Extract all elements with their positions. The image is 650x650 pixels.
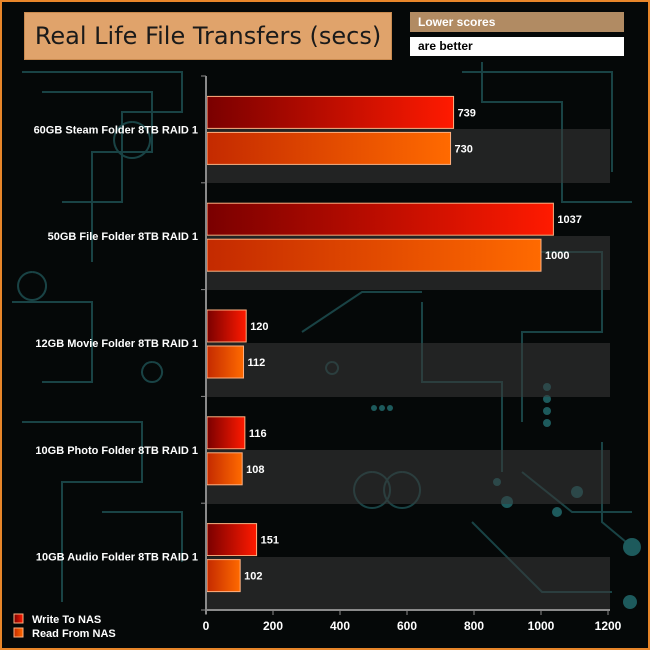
value-label-read-2: 112 xyxy=(248,357,266,369)
category-label-3: 10GB Photo Folder 8TB RAID 1 xyxy=(35,445,198,457)
bar-write-2 xyxy=(206,309,247,343)
value-label-write-3: 116 xyxy=(249,428,267,440)
bar-read-0 xyxy=(206,131,452,165)
note-are-better: are better xyxy=(410,37,624,56)
x-tick-label-4: 800 xyxy=(464,619,484,633)
value-label-read-0: 730 xyxy=(455,143,473,155)
bar-write-1 xyxy=(206,202,554,236)
category-label-2: 12GB Movie Folder 8TB RAID 1 xyxy=(35,338,198,350)
bar-read-4 xyxy=(206,559,241,593)
x-tick-label-3: 600 xyxy=(397,619,417,633)
value-label-write-0: 739 xyxy=(458,107,476,119)
x-tick-label-5: 1000 xyxy=(528,619,555,633)
note-lower-scores: Lower scores xyxy=(410,12,624,32)
value-label-write-1: 1037 xyxy=(557,214,581,226)
bar-read-1 xyxy=(206,238,542,272)
value-label-read-4: 102 xyxy=(244,571,262,583)
category-label-0: 60GB Steam Folder 8TB RAID 1 xyxy=(34,124,198,136)
legend-swatch-read xyxy=(13,627,24,638)
x-tick-label-2: 400 xyxy=(330,619,350,633)
bar-write-3 xyxy=(206,416,246,450)
value-label-write-2: 120 xyxy=(250,321,268,333)
value-label-read-1: 1000 xyxy=(545,250,569,262)
legend-swatch-write xyxy=(13,613,24,624)
x-tick-label-6: 1200 xyxy=(595,619,622,633)
x-tick-label-0: 0 xyxy=(203,619,210,633)
value-label-read-3: 108 xyxy=(246,464,264,476)
category-label-4: 10GB Audio Folder 8TB RAID 1 xyxy=(36,552,198,564)
bar-read-3 xyxy=(206,452,243,486)
bar-write-0 xyxy=(206,95,455,129)
bar-read-2 xyxy=(206,345,245,379)
legend-label-write: Write To NAS xyxy=(32,614,101,626)
value-label-write-4: 151 xyxy=(261,535,279,547)
bar-write-4 xyxy=(206,523,258,557)
x-tick-label-1: 200 xyxy=(263,619,283,633)
legend-label-read: Read From NAS xyxy=(32,628,116,640)
category-label-1: 50GB File Folder 8TB RAID 1 xyxy=(48,231,198,243)
chart-title: Real Life File Transfers (secs) xyxy=(24,12,392,60)
